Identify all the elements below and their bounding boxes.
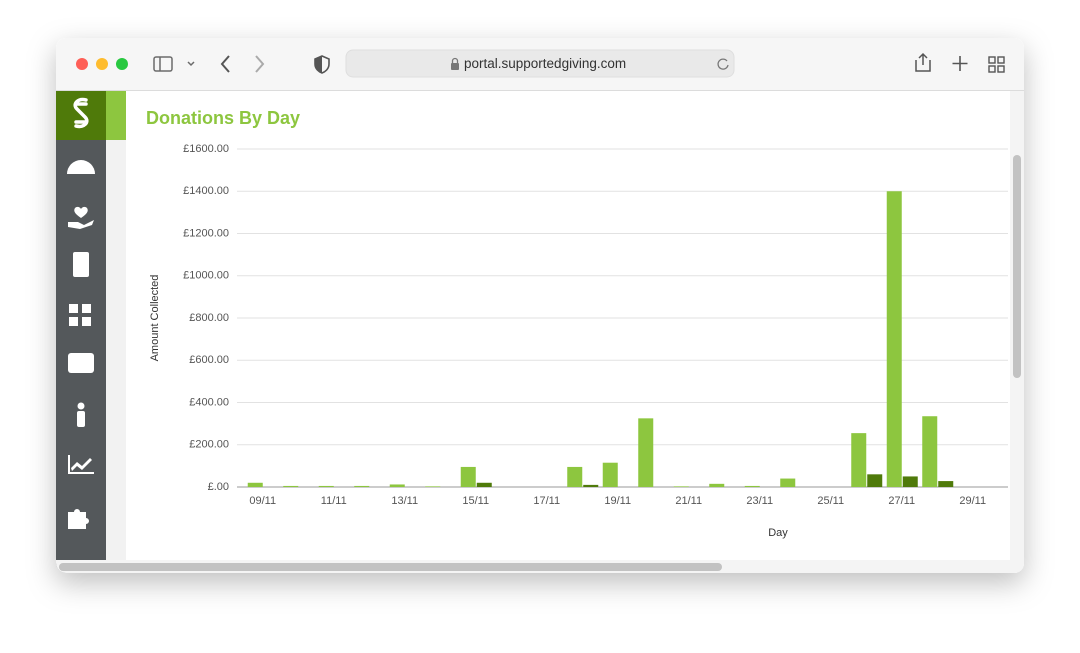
window [56,38,1024,573]
y-tick-label: £600.00 [189,354,229,366]
x-tick-label: 17/11 [533,495,560,507]
y-tick-label: £.00 [208,481,229,493]
wallet-icon[interactable] [68,353,94,373]
bar [354,485,370,487]
integrations-icon[interactable] [68,509,89,529]
zoom-button[interactable] [116,58,128,70]
device-icon[interactable] [73,252,89,277]
bar [460,466,476,487]
bar [638,418,654,487]
dashboard-icon[interactable] [67,160,95,174]
horizontal-scroll-thumb[interactable] [59,563,722,571]
lock-icon [451,63,459,70]
x-tick-label: 23/11 [746,495,773,507]
bar [744,485,760,487]
vertical-scroll-thumb[interactable] [1013,155,1021,378]
header-accent [106,91,126,140]
y-tick-label: £1000.00 [183,270,229,282]
x-tick-label: 15/11 [462,495,489,507]
bar [902,476,918,487]
privacy-icon-fill [315,56,322,73]
bar [318,485,334,487]
bar [602,462,618,487]
back-button[interactable] [220,55,230,73]
bar [583,484,599,487]
bar [283,485,299,487]
bar [673,486,689,487]
y-tick-label: £1400.00 [183,185,229,197]
x-tick-label: 11/11 [321,495,347,507]
x-tick-label: 13/11 [391,495,418,507]
x-tick-label: 19/11 [604,495,631,507]
y-tick-label: £1600.00 [183,143,229,155]
bar [886,191,902,487]
bar [709,483,725,487]
forward-button[interactable] [255,55,265,73]
gutter [106,140,126,560]
reports-icon[interactable] [68,455,94,474]
reload-button[interactable] [717,58,729,70]
person-icon[interactable] [77,402,85,410]
sidebar-toggle[interactable] [153,56,173,72]
y-axis-label: Amount Collected [149,275,161,362]
bar [867,474,883,487]
y-tick-label: £200.00 [189,439,229,451]
y-tick-label: £800.00 [189,312,229,324]
chart-title: Donations By Day [146,108,300,128]
bar [851,433,867,487]
x-tick-label: 29/11 [959,495,986,507]
y-tick-label: £400.00 [189,396,229,408]
qr-icon[interactable] [69,304,78,313]
new-tab-button[interactable] [952,56,968,71]
bar [780,478,796,487]
x-tick-label: 25/11 [817,495,844,507]
donation-icon[interactable] [68,206,94,229]
x-axis-label: Day [768,527,788,539]
bar [247,482,263,487]
minimize-button[interactable] [96,58,108,70]
x-tick-label: 27/11 [888,495,915,507]
x-tick-label: 21/11 [675,495,702,507]
dropdown[interactable] [187,61,195,67]
close-button[interactable] [76,58,88,70]
bar [476,482,492,487]
bar [922,416,938,487]
x-tick-label: 09/11 [249,495,276,507]
share-button[interactable] [915,52,931,72]
tab-overview-button[interactable] [988,56,1005,73]
bar [567,466,583,487]
y-tick-label: £1200.00 [183,227,229,239]
logo [73,97,89,129]
bar [938,481,954,487]
url: portal.supportedgiving.com [464,56,626,71]
address-bar[interactable] [345,49,735,78]
bar [389,484,405,487]
lock-shackle [451,57,459,63]
bar [425,486,441,487]
